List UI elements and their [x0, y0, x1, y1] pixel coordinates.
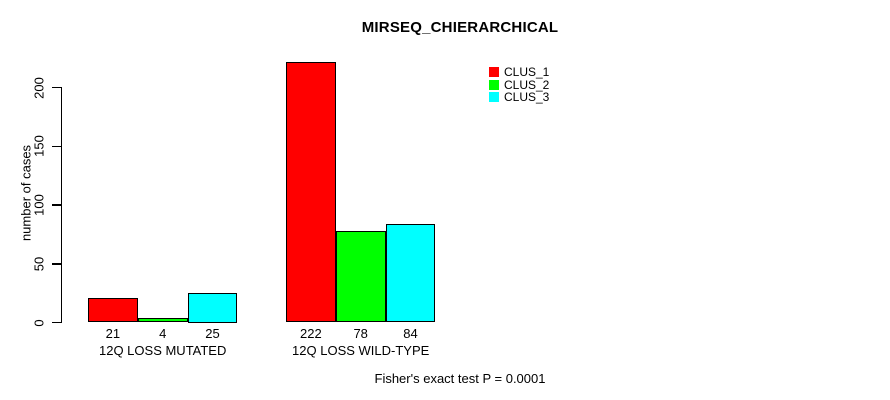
y-axis-tick: [51, 321, 62, 324]
y-axis-line: [60, 86, 63, 324]
bar-value-label: 78: [353, 325, 368, 341]
y-axis-tick: [51, 204, 62, 206]
chart-title: MIRSEQ_CHIERARCHICAL: [361, 19, 559, 36]
legend-row: CLUS_3: [489, 91, 549, 104]
x-category-label: 12Q LOSS MUTATED: [98, 343, 227, 358]
x-category-label: 12Q LOSS WILD-TYPE: [292, 343, 430, 358]
bar-value-label: 222: [300, 325, 322, 341]
legend-swatch-clus_3: [489, 92, 499, 103]
y-axis-tick: [51, 86, 62, 89]
bar-value-label: 84: [403, 325, 418, 341]
y-axis-tick-label: 50: [31, 256, 47, 271]
y-axis-tick: [51, 145, 62, 147]
legend-row: CLUS_2: [489, 79, 549, 92]
y-axis-tick-label: 200: [31, 76, 47, 99]
bar-value-label: 4: [159, 325, 167, 341]
legend-label: CLUS_2: [504, 77, 550, 92]
annotation-text: Fisher's exact test P = 0.0001: [374, 371, 546, 386]
bar-clus_2: [335, 230, 386, 323]
bar-clus_2: [137, 317, 188, 323]
bar-value-label: 21: [105, 325, 121, 341]
legend-row: CLUS_1: [489, 66, 549, 79]
y-axis-tick-label: 100: [31, 194, 47, 216]
bar-clus_3: [385, 223, 436, 323]
bar-value-label: 25: [205, 325, 220, 341]
legend-swatch-clus_1: [489, 67, 499, 78]
y-axis-tick: [51, 263, 62, 265]
legend-swatch-clus_2: [489, 79, 499, 90]
legend-label: CLUS_3: [504, 90, 550, 105]
y-axis-tick-label: 0: [31, 318, 47, 327]
bar-clus_1: [88, 297, 138, 323]
legend-label: CLUS_1: [504, 65, 550, 80]
legend: CLUS_1 CLUS_2 CLUS_3: [489, 66, 549, 104]
y-axis-tick-label: 150: [31, 135, 47, 158]
bar-clus_1: [286, 61, 336, 323]
bar-clus_3: [187, 293, 238, 323]
